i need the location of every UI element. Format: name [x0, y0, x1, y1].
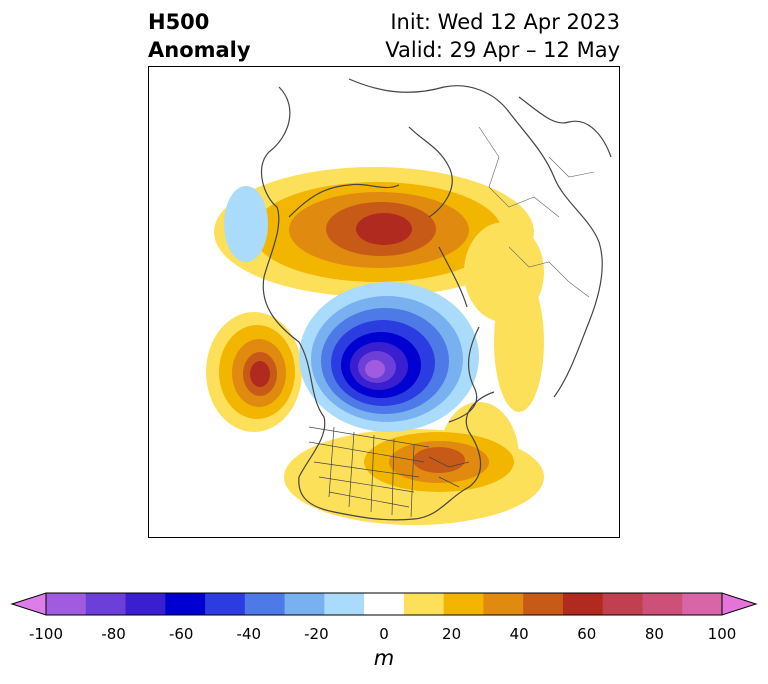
colorbar-tick-label: 100 [707, 625, 737, 643]
colorbar-cell [483, 593, 524, 615]
positive-anomaly-siberia [464, 222, 544, 412]
colorbar-cell [682, 593, 723, 615]
colorbar-cell [165, 593, 206, 615]
country-borders [478, 126, 595, 298]
colorbar-cell [602, 593, 643, 615]
colorbar-cell [403, 593, 445, 615]
colorbar-tick-label: -20 [304, 625, 329, 643]
colorbar-cell [244, 593, 286, 615]
colorbar-cell [125, 593, 166, 615]
title-variable: H500 [148, 10, 210, 34]
colorbar-tick-label: -100 [28, 625, 64, 643]
colorbar-cell [642, 593, 683, 615]
colorbar-cell [46, 593, 87, 615]
coastlines [260, 78, 612, 521]
map-title: H500 Anomaly [148, 8, 251, 64]
colorbar-extend-min [10, 592, 47, 616]
title-type: Anomaly [148, 38, 251, 62]
us-state-borders [308, 426, 470, 518]
colorbar-tick-label: -60 [168, 625, 194, 643]
map-dates: Init: Wed 12 Apr 2023 Valid: 29 Apr – 12… [385, 8, 620, 64]
colorbar-tick-label: 80 [644, 625, 664, 643]
map-svg [206, 78, 612, 525]
positive-anomaly-arctic [214, 167, 534, 297]
init-date: Init: Wed 12 Apr 2023 [390, 10, 620, 34]
colorbar-tick-label: 60 [577, 625, 597, 643]
positive-anomaly-pacific [206, 312, 302, 432]
colorbar-cell [284, 593, 325, 615]
colorbar-cell [85, 593, 127, 615]
colorbar-outline [45, 592, 723, 616]
colorbar-cell [523, 593, 564, 615]
negative-anomaly-west [224, 186, 268, 262]
colorbar-cell [443, 593, 484, 615]
anomaly-map [148, 66, 620, 538]
valid-range: Valid: 29 Apr – 12 May [385, 38, 620, 62]
colorbar [10, 592, 758, 616]
negative-anomaly-canada [299, 282, 479, 432]
colorbar-tick-label: -40 [236, 625, 262, 643]
colorbar-cell [205, 593, 246, 615]
colorbar-tick-label: 20 [442, 625, 462, 643]
colorbar-tick-label: 40 [509, 625, 529, 643]
colorbar-tick-label: -80 [101, 625, 126, 643]
colorbar-cells [10, 592, 758, 616]
colorbar-extend-max [721, 592, 758, 616]
colorbar-cell [562, 593, 604, 615]
colorbar-cell [364, 593, 405, 615]
colorbar-cell [324, 593, 365, 615]
colorbar-units: m [373, 646, 395, 670]
colorbar-tick-label: 0 [379, 625, 389, 643]
